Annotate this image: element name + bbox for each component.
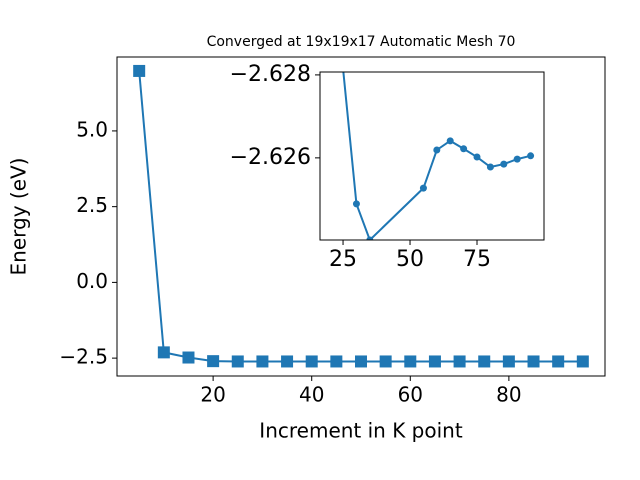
marker <box>473 153 481 161</box>
y-tick-label: −2.5 <box>59 345 108 369</box>
marker <box>207 355 220 368</box>
marker <box>446 137 454 145</box>
marker <box>231 355 244 368</box>
frame <box>319 71 545 241</box>
marker <box>478 355 491 368</box>
marker <box>419 184 427 192</box>
y-axis-label: Energy (eV) <box>7 158 31 276</box>
marker <box>453 355 466 368</box>
marker <box>527 152 535 160</box>
marker <box>527 355 540 368</box>
marker <box>182 351 195 364</box>
x-tick-label: 60 <box>398 383 423 407</box>
series <box>133 64 589 368</box>
marker <box>305 355 318 368</box>
x-tick-label: 25 <box>329 247 357 272</box>
y-tick-label: 5.0 <box>76 117 108 141</box>
marker <box>460 145 468 153</box>
x-tick-label: 20 <box>200 383 225 407</box>
marker <box>281 355 294 368</box>
y-tick-label: −2.628 <box>230 62 311 87</box>
x-tick-label: 75 <box>463 247 491 272</box>
x-axis-label: Increment in K point <box>259 419 463 443</box>
marker <box>355 355 367 368</box>
marker <box>352 200 360 208</box>
marker <box>428 355 441 368</box>
marker <box>502 355 515 368</box>
x-tick-label: 80 <box>496 383 521 407</box>
x-tick-label: 50 <box>396 247 424 272</box>
y-tick-label: 0.0 <box>76 269 108 293</box>
y-tick-label: −2.626 <box>230 145 311 170</box>
marker <box>256 355 269 368</box>
marker <box>433 146 441 154</box>
chart-title: Converged at 19x19x17 Automatic Mesh 70 <box>207 34 516 50</box>
marker <box>404 355 417 368</box>
marker <box>157 346 170 359</box>
y-tick-label: 2.5 <box>76 193 108 217</box>
marker <box>330 355 343 368</box>
marker <box>366 236 374 240</box>
frame <box>116 56 606 377</box>
plot-area <box>320 72 544 240</box>
marker <box>552 355 565 368</box>
marker <box>486 163 494 171</box>
marker <box>576 355 589 368</box>
marker <box>513 155 521 163</box>
marker <box>379 355 392 368</box>
series <box>341 72 535 240</box>
marker <box>133 64 146 77</box>
marker <box>500 160 508 168</box>
x-tick-label: 40 <box>299 383 324 407</box>
